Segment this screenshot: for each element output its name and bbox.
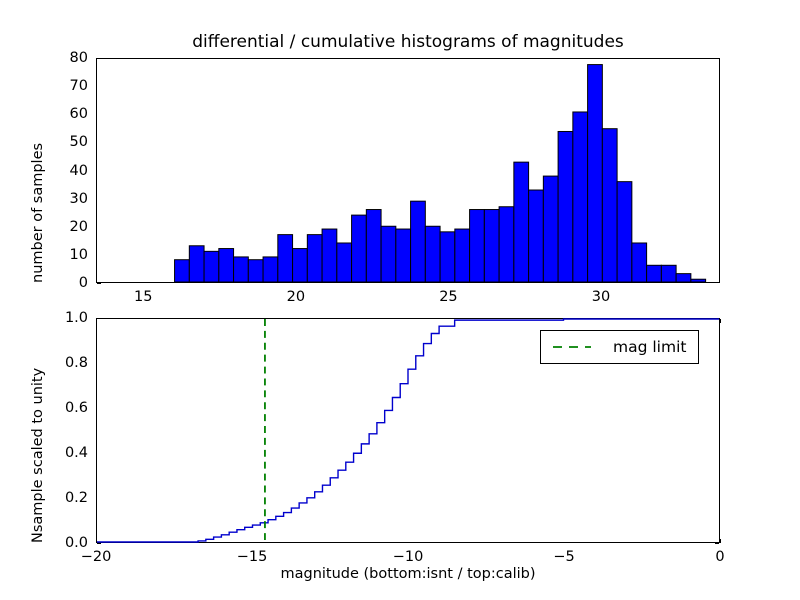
- histogram-bar: [218, 248, 235, 283]
- top-panel-ytick-label: 30: [69, 190, 88, 207]
- histogram-bar: [365, 209, 382, 283]
- histogram-bar: [395, 228, 412, 283]
- histogram-bar: [483, 209, 500, 283]
- histogram-bar: [557, 130, 574, 283]
- top-panel-ytick-label: 70: [69, 78, 88, 95]
- bottom-panel-xtick-label: −15: [236, 549, 268, 565]
- bottom-panel-ytick-label: 0.4: [64, 445, 88, 461]
- top-panel-xtick-label: 20: [286, 289, 306, 305]
- bottom-panel-ytick-label: 0.8: [64, 355, 88, 371]
- histogram-bar: [439, 231, 456, 283]
- histogram-bar: [469, 209, 485, 283]
- histogram-bar: [380, 225, 397, 283]
- top-panel-histogram-axes: [96, 58, 720, 283]
- histogram-bar: [690, 278, 707, 283]
- top-panel-ylabel: number of samples: [30, 142, 46, 283]
- histogram-bar: [601, 128, 618, 283]
- histogram-plot-area: [174, 64, 707, 283]
- top-panel-ytick-label: 10: [69, 246, 88, 263]
- bottom-panel-xtick-label: −5: [553, 549, 575, 565]
- histogram-bar: [351, 214, 367, 283]
- legend-label-mag-limit: mag limit: [613, 338, 687, 356]
- cumulative-plot-area: [97, 318, 719, 543]
- histogram-bar: [247, 259, 264, 283]
- histogram-bar: [336, 242, 353, 283]
- histogram-bar: [513, 161, 530, 283]
- histogram-bar: [277, 234, 294, 283]
- histogram-bar: [306, 234, 323, 283]
- histogram-bar: [675, 273, 692, 283]
- top-panel-ytick-label: 40: [69, 162, 88, 179]
- histogram-bar: [572, 111, 589, 283]
- histogram-bar: [616, 181, 633, 283]
- histogram-bar: [424, 225, 441, 283]
- bottom-panel-xtick-label: 0: [715, 549, 725, 565]
- histogram-bar: [203, 250, 220, 283]
- bottom-panel-xtick-label: −20: [80, 549, 112, 565]
- top-panel-xtick-label: 25: [439, 289, 458, 305]
- mag-limit-legend-line-icon: [553, 346, 591, 348]
- bottom-panel-ytick-label: 1.0: [64, 310, 88, 326]
- histogram-bar: [660, 264, 677, 283]
- histogram-bar: [542, 175, 559, 283]
- top-panel-ytick-label: 0: [78, 275, 88, 291]
- top-panel-ytick-label: 80: [69, 50, 88, 66]
- histogram-bar: [262, 256, 279, 283]
- histogram-bar: [410, 200, 426, 283]
- cumulative-step-curve: [97, 318, 719, 543]
- histogram-bar: [233, 256, 249, 283]
- histogram-bar: [292, 248, 308, 283]
- bottom-panel-ytick-mark: [97, 543, 101, 544]
- figure-xlabel: magnitude (bottom:isnt / top:calib): [280, 566, 536, 582]
- bottom-panel-ylabel: Nsample scaled to unity: [30, 367, 46, 543]
- bottom-panel-xtick-mark-upper: [720, 319, 721, 323]
- histogram-bar: [631, 242, 648, 283]
- histogram-bar: [587, 64, 603, 283]
- bottom-panel-xtick-label: −10: [392, 549, 424, 565]
- bottom-panel-ytick-label: 0.6: [64, 400, 88, 416]
- top-panel-ytick-label: 50: [69, 134, 88, 151]
- histogram-bar: [174, 259, 190, 283]
- histogram-bar: [188, 245, 205, 283]
- top-panel-xtick-label: 15: [134, 289, 153, 305]
- legend: mag limit: [540, 330, 700, 364]
- histogram-bar: [646, 264, 662, 283]
- top-panel-ytick-mark: [97, 283, 101, 284]
- top-panel-xtick-label: 30: [591, 289, 611, 305]
- bottom-panel-xtick-mark: [720, 539, 721, 543]
- histogram-bar: [528, 189, 544, 283]
- bottom-panel-ytick-mark-right: [715, 543, 719, 544]
- histogram-bar: [498, 206, 515, 283]
- top-panel-ytick-label: 60: [69, 106, 88, 123]
- histogram-bar: [321, 228, 338, 283]
- bottom-panel-ytick-label: 0.0: [64, 535, 88, 551]
- top-panel-ytick-label: 20: [69, 218, 88, 235]
- bottom-panel-ytick-label: 0.2: [64, 490, 88, 506]
- figure-title: differential / cumulative histograms of …: [192, 32, 624, 52]
- histogram-bar: [454, 228, 471, 283]
